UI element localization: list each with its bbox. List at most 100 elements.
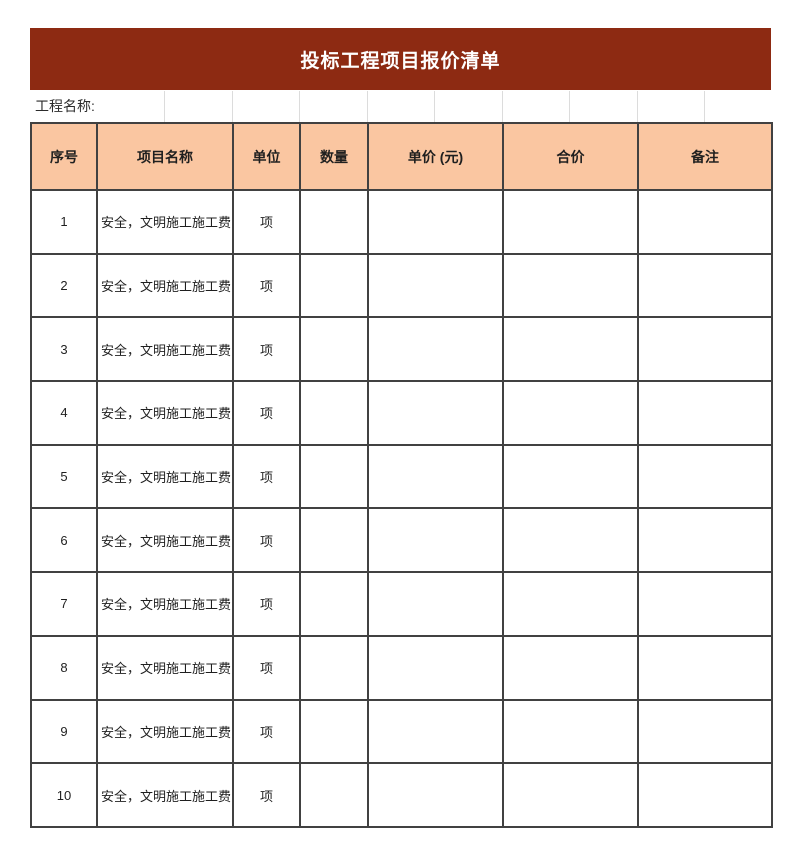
project-name-cell: 安全，文明施工施工费	[96, 762, 234, 828]
unit-price-cell[interactable]	[367, 380, 504, 446]
remarks-cell[interactable]	[637, 380, 773, 446]
unit-price-cell[interactable]	[367, 762, 504, 828]
unit-price-cell[interactable]	[367, 634, 504, 701]
remarks-cell[interactable]	[637, 189, 773, 255]
serial-cell: 7	[30, 571, 98, 637]
header-unit: 单位	[232, 122, 301, 191]
quotation-table: 序号 项目名称 单位 数量 单价 (元) 合价 备注 1 安全，文明施工施工费 …	[30, 122, 773, 828]
header-project-name: 项目名称	[96, 122, 234, 191]
header-remarks: 备注	[637, 122, 773, 191]
unit-price-cell[interactable]	[367, 252, 504, 319]
sheet-gridline	[434, 91, 435, 122]
header-total-price: 合价	[502, 122, 639, 191]
quantity-cell[interactable]	[299, 189, 369, 255]
unit-price-cell[interactable]	[367, 316, 504, 383]
unit-price-cell[interactable]	[367, 571, 504, 637]
remarks-cell[interactable]	[637, 443, 773, 510]
quantity-cell[interactable]	[299, 698, 369, 765]
table-header-row: 序号 项目名称 单位 数量 单价 (元) 合价 备注	[30, 122, 773, 191]
quantity-cell[interactable]	[299, 507, 369, 574]
project-name-cell: 安全，文明施工施工费	[96, 252, 234, 319]
total-price-cell[interactable]	[502, 698, 639, 765]
table-row: 2 安全，文明施工施工费 项	[30, 252, 773, 319]
serial-cell: 5	[30, 443, 98, 510]
serial-cell: 9	[30, 698, 98, 765]
unit-cell: 项	[232, 571, 301, 637]
project-name-cell: 安全，文明施工施工费	[96, 634, 234, 701]
unit-cell: 项	[232, 252, 301, 319]
unit-cell: 项	[232, 762, 301, 828]
remarks-cell[interactable]	[637, 762, 773, 828]
serial-cell: 10	[30, 762, 98, 828]
unit-price-cell[interactable]	[367, 698, 504, 765]
project-name-cell: 安全，文明施工施工费	[96, 316, 234, 383]
sheet-gridline	[704, 91, 705, 122]
total-price-cell[interactable]	[502, 443, 639, 510]
table-row: 4 安全，文明施工施工费 项	[30, 380, 773, 446]
project-name-row: 工程名称:	[30, 90, 771, 122]
sheet-gridline	[232, 91, 233, 122]
project-name-cell: 安全，文明施工施工费	[96, 507, 234, 574]
unit-cell: 项	[232, 380, 301, 446]
project-name-cell: 安全，文明施工施工费	[96, 443, 234, 510]
quantity-cell[interactable]	[299, 380, 369, 446]
table-row: 3 安全，文明施工施工费 项	[30, 316, 773, 383]
document-title-bar: 投标工程项目报价清单	[30, 28, 771, 90]
project-name-value-cell[interactable]	[95, 90, 771, 122]
table-row: 7 安全，文明施工施工费 项	[30, 571, 773, 637]
quantity-cell[interactable]	[299, 762, 369, 828]
serial-cell: 1	[30, 189, 98, 255]
project-name-label: 工程名称:	[35, 98, 95, 114]
quotation-sheet: 投标工程项目报价清单 工程名称: 序号 项目名称 单位 数量 单价 (元) 合价	[30, 28, 773, 828]
total-price-cell[interactable]	[502, 189, 639, 255]
total-price-cell[interactable]	[502, 571, 639, 637]
quantity-cell[interactable]	[299, 571, 369, 637]
unit-price-cell[interactable]	[367, 507, 504, 574]
header-serial-number: 序号	[30, 122, 98, 191]
total-price-cell[interactable]	[502, 380, 639, 446]
total-price-cell[interactable]	[502, 634, 639, 701]
table-row: 1 安全，文明施工施工费 项	[30, 189, 773, 255]
project-name-cell: 安全，文明施工施工费	[96, 189, 234, 255]
remarks-cell[interactable]	[637, 698, 773, 765]
sheet-gridline	[164, 91, 165, 122]
remarks-cell[interactable]	[637, 316, 773, 383]
unit-cell: 项	[232, 316, 301, 383]
remarks-cell[interactable]	[637, 252, 773, 319]
quantity-cell[interactable]	[299, 252, 369, 319]
total-price-cell[interactable]	[502, 762, 639, 828]
unit-cell: 项	[232, 189, 301, 255]
sheet-gridline	[569, 91, 570, 122]
project-name-cell: 安全，文明施工施工费	[96, 380, 234, 446]
unit-cell: 项	[232, 443, 301, 510]
unit-cell: 项	[232, 507, 301, 574]
quantity-cell[interactable]	[299, 443, 369, 510]
serial-cell: 6	[30, 507, 98, 574]
unit-price-cell[interactable]	[367, 189, 504, 255]
serial-cell: 3	[30, 316, 98, 383]
unit-cell: 项	[232, 698, 301, 765]
unit-price-cell[interactable]	[367, 443, 504, 510]
serial-cell: 8	[30, 634, 98, 701]
table-row: 5 安全，文明施工施工费 项	[30, 443, 773, 510]
table-row: 10 安全，文明施工施工费 项	[30, 762, 773, 828]
total-price-cell[interactable]	[502, 252, 639, 319]
page-title: 投标工程项目报价清单	[300, 50, 501, 72]
quantity-cell[interactable]	[299, 634, 369, 701]
sheet-gridline	[637, 91, 638, 122]
remarks-cell[interactable]	[637, 571, 773, 637]
sheet-gridline	[299, 91, 300, 122]
project-name-cell: 安全，文明施工施工费	[96, 698, 234, 765]
serial-cell: 4	[30, 380, 98, 446]
total-price-cell[interactable]	[502, 316, 639, 383]
project-name-cell: 安全，文明施工施工费	[96, 571, 234, 637]
remarks-cell[interactable]	[637, 507, 773, 574]
table-row: 9 安全，文明施工施工费 项	[30, 698, 773, 765]
quantity-cell[interactable]	[299, 316, 369, 383]
unit-cell: 项	[232, 634, 301, 701]
total-price-cell[interactable]	[502, 507, 639, 574]
sheet-gridline	[367, 91, 368, 122]
remarks-cell[interactable]	[637, 634, 773, 701]
table-row: 8 安全，文明施工施工费 项	[30, 634, 773, 701]
serial-cell: 2	[30, 252, 98, 319]
